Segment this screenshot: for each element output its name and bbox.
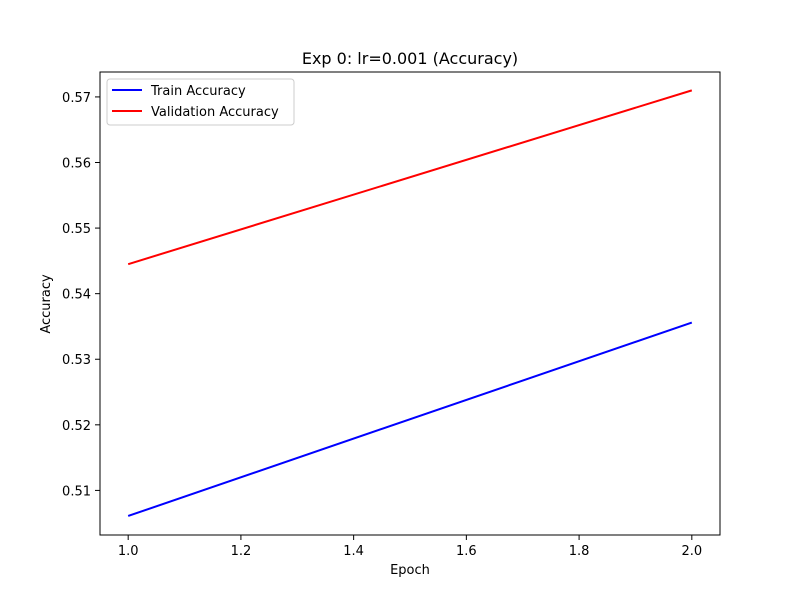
series-layer xyxy=(127,89,693,517)
plot-frame xyxy=(99,71,721,536)
y-tick-label: 0.51 xyxy=(62,484,91,499)
legend-label-validation-accuracy: Validation Accuracy xyxy=(151,105,279,120)
series-line-validation-accuracy xyxy=(127,89,693,266)
y-tick-label: 0.55 xyxy=(62,222,91,237)
y-axis-ticks: 0.51 0.52 0.53 0.54 0.55 0.56 0.57 xyxy=(62,91,100,499)
x-axis-label: Epoch xyxy=(390,563,430,578)
x-tick-label: 2.0 xyxy=(681,544,702,559)
y-tick-label: 0.57 xyxy=(62,91,91,106)
x-axis-ticks: 1.0 1.2 1.4 1.6 1.8 2.0 xyxy=(118,535,702,559)
x-tick-label: 1.0 xyxy=(118,544,139,559)
chart-title: Exp 0: lr=0.001 (Accuracy) xyxy=(302,49,518,68)
x-tick-label: 1.6 xyxy=(456,544,477,559)
y-tick-label: 0.52 xyxy=(62,419,91,434)
y-tick-label: 0.54 xyxy=(62,288,91,303)
plot-area xyxy=(100,72,720,535)
x-tick-label: 1.8 xyxy=(569,544,590,559)
series-line-train-accuracy xyxy=(127,321,693,517)
y-tick-label: 0.56 xyxy=(62,157,91,172)
legend: Train Accuracy Validation Accuracy xyxy=(106,78,295,126)
y-axis-label: Accuracy xyxy=(39,274,54,334)
legend-label-train-accuracy: Train Accuracy xyxy=(150,84,246,99)
y-tick-label: 0.53 xyxy=(62,353,91,368)
x-tick-label: 1.2 xyxy=(231,544,252,559)
legend-box xyxy=(106,78,295,126)
x-tick-label: 1.4 xyxy=(343,544,364,559)
